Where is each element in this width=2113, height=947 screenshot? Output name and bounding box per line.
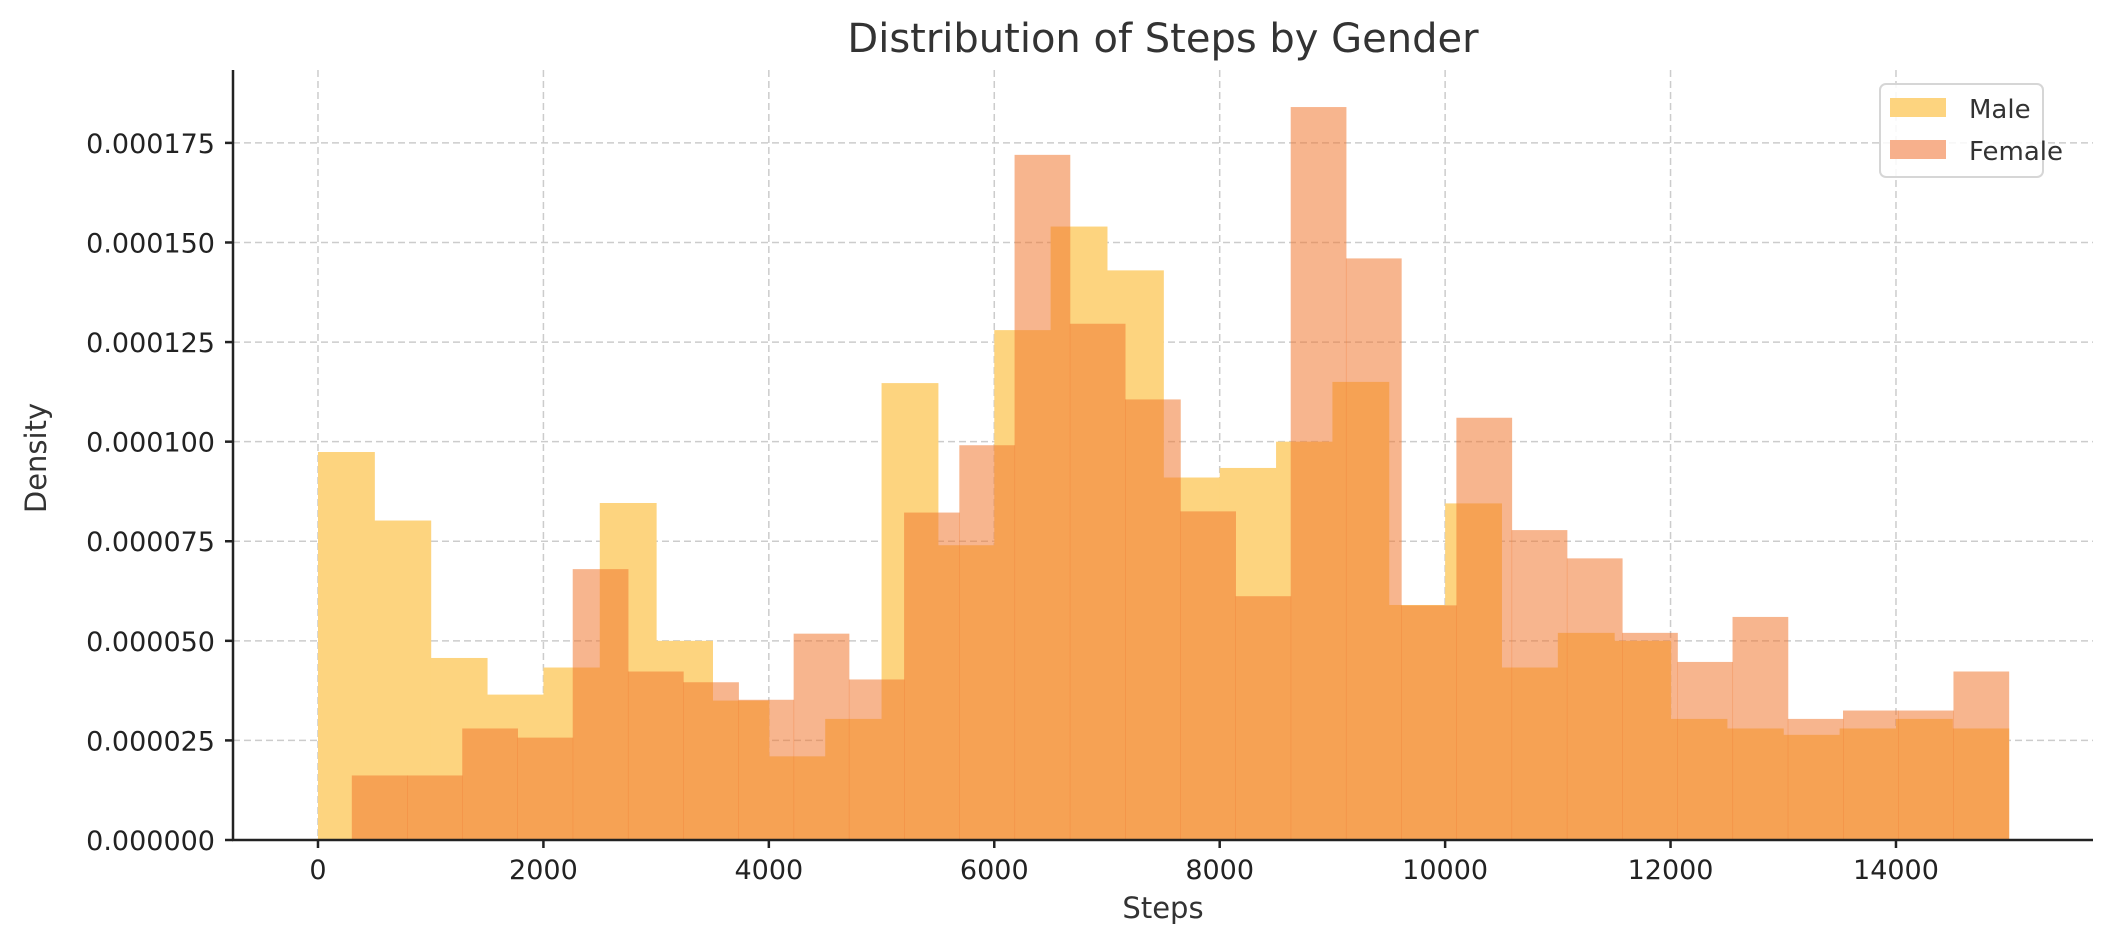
y-tick-label: 0.000125 [86, 328, 215, 359]
bar-female [1235, 596, 1292, 840]
bar-female [407, 775, 463, 840]
bar-female [738, 699, 795, 840]
y-ticks: 0.000000 0.000025 0.000050 0.000075 0.000100… [86, 129, 233, 857]
bar-female [1180, 511, 1236, 840]
x-tick-label: 4000 [734, 855, 803, 886]
legend-label-male: Male [1969, 95, 2031, 125]
bar-female [517, 737, 574, 840]
legend-swatch-female [1890, 140, 1946, 159]
y-tick-label: 0.000100 [86, 428, 215, 459]
female-bars [351, 107, 2010, 841]
bar-female [683, 682, 739, 840]
bar-female [1732, 616, 1789, 840]
bar-female [1677, 661, 1734, 840]
x-tick-label: 10000 [1402, 855, 1488, 886]
bar-female [1511, 530, 1568, 840]
bar-female [1069, 323, 1126, 840]
y-tick-label: 0.000050 [86, 627, 215, 658]
bar-female [1898, 710, 1954, 840]
y-tick-label: 0.000025 [86, 726, 215, 757]
bar-male [317, 452, 375, 840]
y-axis-label: Density [19, 403, 53, 513]
x-ticks: 0 2000 4000 6000 8000 10000 12000 14000 [309, 840, 1939, 886]
bar-female [848, 679, 905, 840]
x-axis-label: Steps [1122, 891, 1203, 925]
bar-female [1953, 671, 2010, 840]
y-tick-label: 0.000000 [86, 826, 215, 857]
x-tick-label: 12000 [1628, 855, 1714, 886]
y-tick-label: 0.000150 [86, 228, 215, 259]
chart-title: Distribution of Steps by Gender [847, 16, 1479, 62]
bar-female [351, 775, 408, 840]
legend-swatch-male [1890, 98, 1946, 117]
x-tick-label: 8000 [1185, 855, 1254, 886]
x-tick-label: 14000 [1853, 855, 1939, 886]
bar-female [904, 512, 960, 840]
bar-female [1787, 718, 1844, 840]
bar-female [1125, 399, 1181, 840]
y-tick-label: 0.000175 [86, 129, 215, 160]
x-tick-label: 2000 [509, 855, 578, 886]
bar-female [1566, 558, 1623, 840]
bar-female [627, 671, 684, 840]
bar-female [1843, 710, 1899, 840]
bar-female [959, 445, 1016, 840]
bar-female [462, 728, 518, 840]
x-tick-label: 0 [309, 855, 326, 886]
bar-female [572, 569, 629, 840]
bar-female [1456, 417, 1513, 840]
bar-female [1290, 107, 1347, 841]
bar-female [793, 633, 850, 840]
legend-label-female: Female [1969, 137, 2063, 167]
legend: Male Female [1879, 83, 2063, 178]
bar-female [1014, 154, 1071, 840]
bar-female [1345, 258, 1402, 840]
bar-female [1401, 605, 1457, 840]
x-tick-label: 6000 [960, 855, 1029, 886]
y-tick-label: 0.000075 [86, 527, 215, 558]
bar-female [1622, 632, 1678, 840]
